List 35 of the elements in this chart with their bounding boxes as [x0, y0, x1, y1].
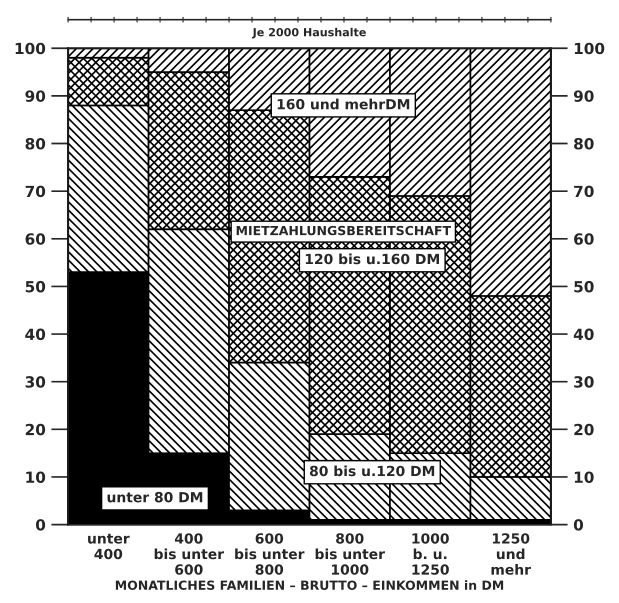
x-tick-label: unter 400: [88, 534, 130, 560]
series-label: 160 und mehrDM: [278, 98, 410, 110]
x-tick-label: 600 bis unter 800: [235, 533, 304, 575]
x-axis-title: MONATLICHES FAMILIEN – BRUTTO – EINKOMMEN in DM: [116, 580, 504, 590]
y2-tick-label: 80: [574, 138, 594, 150]
y2-tick-label: 50: [574, 280, 594, 292]
y2-tick-label: 10: [574, 471, 594, 483]
y2-tick-label: 30: [574, 376, 594, 388]
x-tick-label: 1000 b. u. 1250: [412, 533, 449, 575]
y2-tick-label: 70: [574, 186, 594, 198]
y-tick-label: 10: [26, 471, 46, 483]
y-tick-label: 60: [26, 233, 46, 245]
x-tick-label: 400 bis unter 600: [154, 533, 224, 575]
y2-tick-label: 100: [574, 42, 604, 54]
series-label: 120 bis u.160 DM: [306, 254, 439, 264]
y2-tick-label: 0: [574, 519, 584, 531]
series-label: unter 80 DM: [108, 492, 202, 502]
y-tick-label: 50: [26, 280, 46, 292]
y-tick-label: 0: [36, 519, 46, 531]
y2-tick-label: 60: [574, 233, 594, 245]
x-tick-label: 800 bis unter 1000: [316, 533, 385, 575]
y-tick-label: 80: [26, 138, 46, 150]
y2-tick-label: 90: [574, 90, 594, 102]
legend-title: MIETZAHLUNGSBEREITSCHAFT: [236, 226, 451, 236]
y2-tick-label: 40: [574, 328, 594, 340]
x2-axis-title: Je 2000 Haushalte: [252, 28, 366, 38]
y-tick-label: 100: [16, 42, 46, 54]
y2-tick-label: 20: [574, 424, 594, 436]
y-tick-label: 30: [26, 376, 46, 388]
x-tick-label: 1250 und mehr: [492, 533, 531, 575]
y-tick-label: 70: [26, 186, 46, 198]
y-tick-label: 20: [26, 424, 46, 436]
y-tick-label: 90: [25, 90, 46, 102]
y-tick-label: 40: [25, 328, 46, 340]
series-label: 80 bis u.120 DM: [310, 465, 434, 476]
